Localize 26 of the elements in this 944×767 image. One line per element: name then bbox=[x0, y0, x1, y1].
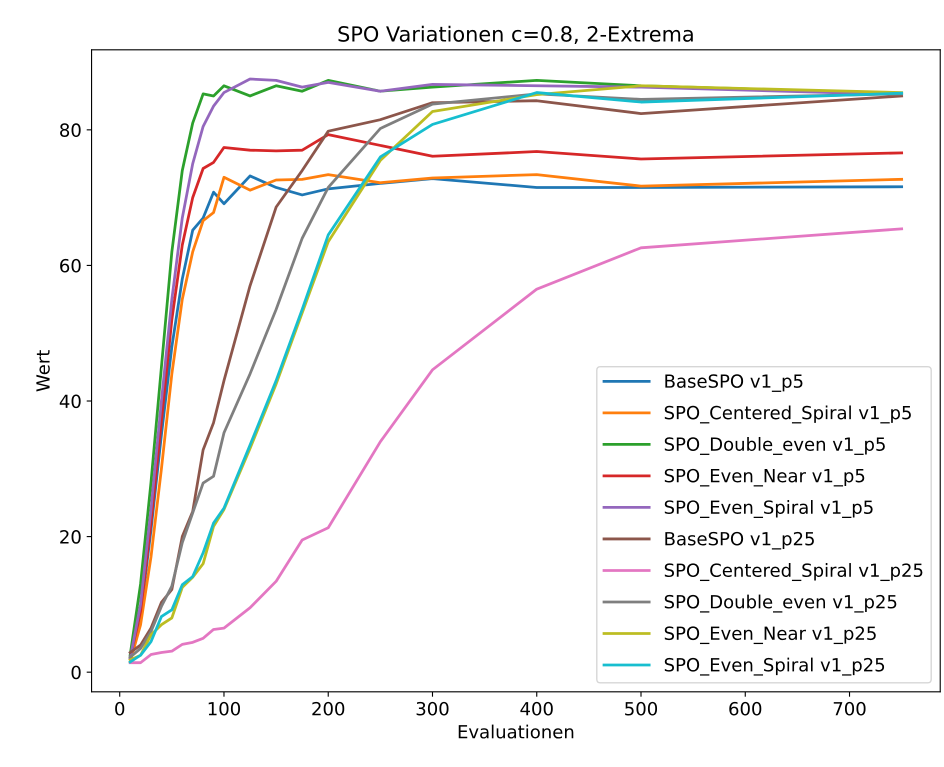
x-axis-title: Evaluationen bbox=[458, 724, 574, 739]
y-tick-label: 0 bbox=[72, 666, 81, 680]
y-tick-label: 20 bbox=[60, 530, 81, 544]
legend-label: BaseSPO v1_p25 bbox=[665, 532, 814, 550]
legend-label: SPO_Centered_Spiral v1_p5 bbox=[664, 405, 911, 424]
legend-label: SPO_Even_Near v1_p25 bbox=[664, 626, 876, 644]
y-tick-label: 80 bbox=[60, 123, 81, 137]
y-tick-label: 60 bbox=[60, 258, 81, 273]
legend-label: BaseSPO v1_p5 bbox=[665, 374, 802, 392]
x-tick-label: 700 bbox=[834, 702, 866, 716]
x-tick-label: 500 bbox=[625, 702, 658, 716]
legend-label: SPO_Double_even v1_p5 bbox=[664, 436, 885, 455]
x-tick-label: 300 bbox=[416, 702, 449, 716]
y-tick-label: 40 bbox=[60, 394, 81, 408]
legend-label: SPO_Even_Spiral v1_p25 bbox=[664, 658, 884, 676]
x-tick-label: 400 bbox=[520, 702, 553, 716]
x-tick-label: 200 bbox=[312, 702, 344, 716]
chart-title: SPO Variationen c=0.8, 2-Extrema bbox=[338, 26, 693, 44]
x-tick-label: 100 bbox=[208, 702, 240, 716]
legend-label: SPO_Even_Near v1_p5 bbox=[664, 468, 864, 486]
legend-label: SPO_Centered_Spiral v1_p25 bbox=[664, 563, 922, 582]
legend-label: SPO_Double_even v1_p25 bbox=[664, 594, 896, 613]
x-tick-label: 0 bbox=[115, 702, 124, 716]
y-axis-title: Wert bbox=[36, 350, 50, 392]
legend-label: SPO_Even_Spiral v1_p5 bbox=[664, 500, 873, 518]
x-tick-label: 600 bbox=[729, 702, 762, 716]
